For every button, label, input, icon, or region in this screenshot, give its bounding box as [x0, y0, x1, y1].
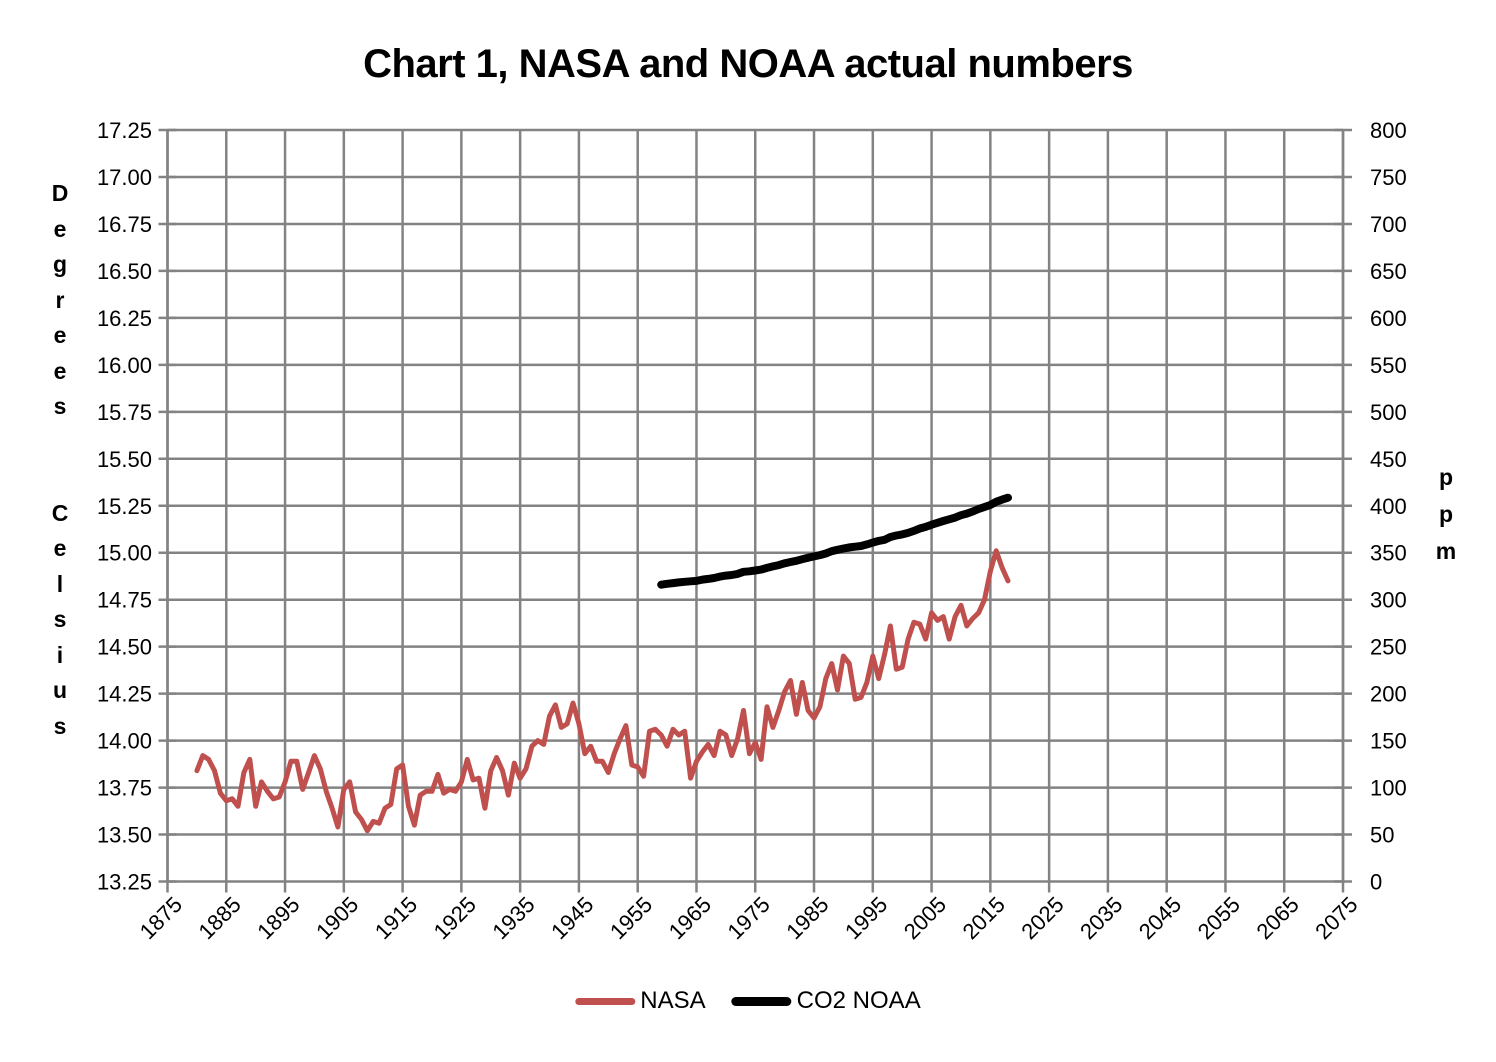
- x-tick-label: 2015: [958, 892, 1010, 944]
- y-axis-right-unit-label: p p m: [1435, 464, 1457, 564]
- y-right-tick-label: 150: [1370, 729, 1407, 754]
- x-tick-label: 1985: [781, 892, 833, 944]
- y-left-tick-label: 15.75: [97, 400, 152, 425]
- y-right-tick-label: 250: [1370, 635, 1407, 660]
- x-tick-label: 2045: [1134, 892, 1186, 944]
- x-tick-label: 1965: [664, 892, 716, 944]
- y-left-tick-label: 17.25: [97, 118, 152, 143]
- legend-label-co2-noaa: CO2 NOAA: [796, 987, 921, 1014]
- y-axis-left-unit-label: D e g r e e s C e l s i u s: [51, 180, 69, 739]
- legend-item-co2-noaa: CO2 NOAA: [731, 987, 921, 1015]
- y-left-tick-label: 14.25: [97, 682, 152, 707]
- legend-item-nasa: NASA: [575, 987, 706, 1015]
- x-tick-label: 1915: [370, 892, 422, 944]
- legend-label-nasa: NASA: [640, 987, 706, 1014]
- y-right-tick-label: 550: [1370, 353, 1407, 378]
- co2-noaa-line-swatch: [731, 996, 792, 1006]
- x-tick-label: 2035: [1075, 892, 1127, 944]
- y-left-tick-label: 16.00: [97, 353, 152, 378]
- y-left-tick-label: 14.00: [97, 729, 152, 754]
- x-tick-label: 2065: [1251, 892, 1303, 944]
- y-left-tick-label: 16.75: [97, 212, 152, 237]
- x-tick-label: 1935: [487, 892, 539, 944]
- y-left-tick-label: 16.50: [97, 259, 152, 284]
- x-tick-label: 1895: [252, 892, 304, 944]
- x-tick-label: 2075: [1310, 892, 1362, 944]
- y-right-tick-label: 350: [1370, 541, 1407, 566]
- y-right-tick-label: 200: [1370, 682, 1407, 707]
- y-left-tick-label: 16.25: [97, 306, 152, 331]
- y-left-tick-label: 17.00: [97, 165, 152, 190]
- y-right-tick-label: 0: [1370, 870, 1382, 895]
- series-line-nasa: [194, 548, 1011, 834]
- x-tick-label: 1885: [194, 892, 246, 944]
- y-right-tick-label: 600: [1370, 306, 1407, 331]
- x-tick-label: 1905: [311, 892, 363, 944]
- x-tick-label: 1925: [429, 892, 481, 944]
- y-right-tick-label: 700: [1370, 212, 1407, 237]
- y-right-tick-label: 300: [1370, 588, 1407, 613]
- series-line-co2-noaa: [657, 493, 1012, 589]
- y-right-tick-label: 100: [1370, 776, 1407, 801]
- y-right-tick-label: 400: [1370, 494, 1407, 519]
- legend: NASA CO2 NOAA: [575, 984, 921, 1018]
- x-tick-label: 1975: [722, 892, 774, 944]
- x-tick-label: 2005: [899, 892, 951, 944]
- y-right-tick-label: 800: [1370, 118, 1407, 143]
- y-left-tick-label: 15.50: [97, 447, 152, 472]
- y-right-tick-label: 50: [1370, 823, 1394, 848]
- y-left-tick-label: 13.75: [97, 776, 152, 801]
- y-right-tick-label: 750: [1370, 165, 1407, 190]
- x-tick-label: 1995: [840, 892, 892, 944]
- nasa-line-swatch: [575, 997, 636, 1005]
- y-left-tick-label: 13.50: [97, 823, 152, 848]
- y-left-tick-label: 14.75: [97, 588, 152, 613]
- y-left-tick-label: 15.00: [97, 541, 152, 566]
- chart-title: Chart 1, NASA and NOAA actual numbers: [363, 42, 1133, 86]
- x-tick-label: 1945: [546, 892, 598, 944]
- y-right-tick-label: 500: [1370, 400, 1407, 425]
- x-tick-label: 1875: [135, 892, 187, 944]
- x-tick-label: 1955: [605, 892, 657, 944]
- y-left-tick-label: 13.25: [97, 870, 152, 895]
- x-tick-label: 2055: [1193, 892, 1245, 944]
- y-left-tick-label: 15.25: [97, 494, 152, 519]
- x-tick-label: 2025: [1016, 892, 1068, 944]
- y-right-tick-label: 450: [1370, 447, 1407, 472]
- y-left-tick-label: 14.50: [97, 635, 152, 660]
- y-right-tick-label: 650: [1370, 259, 1407, 284]
